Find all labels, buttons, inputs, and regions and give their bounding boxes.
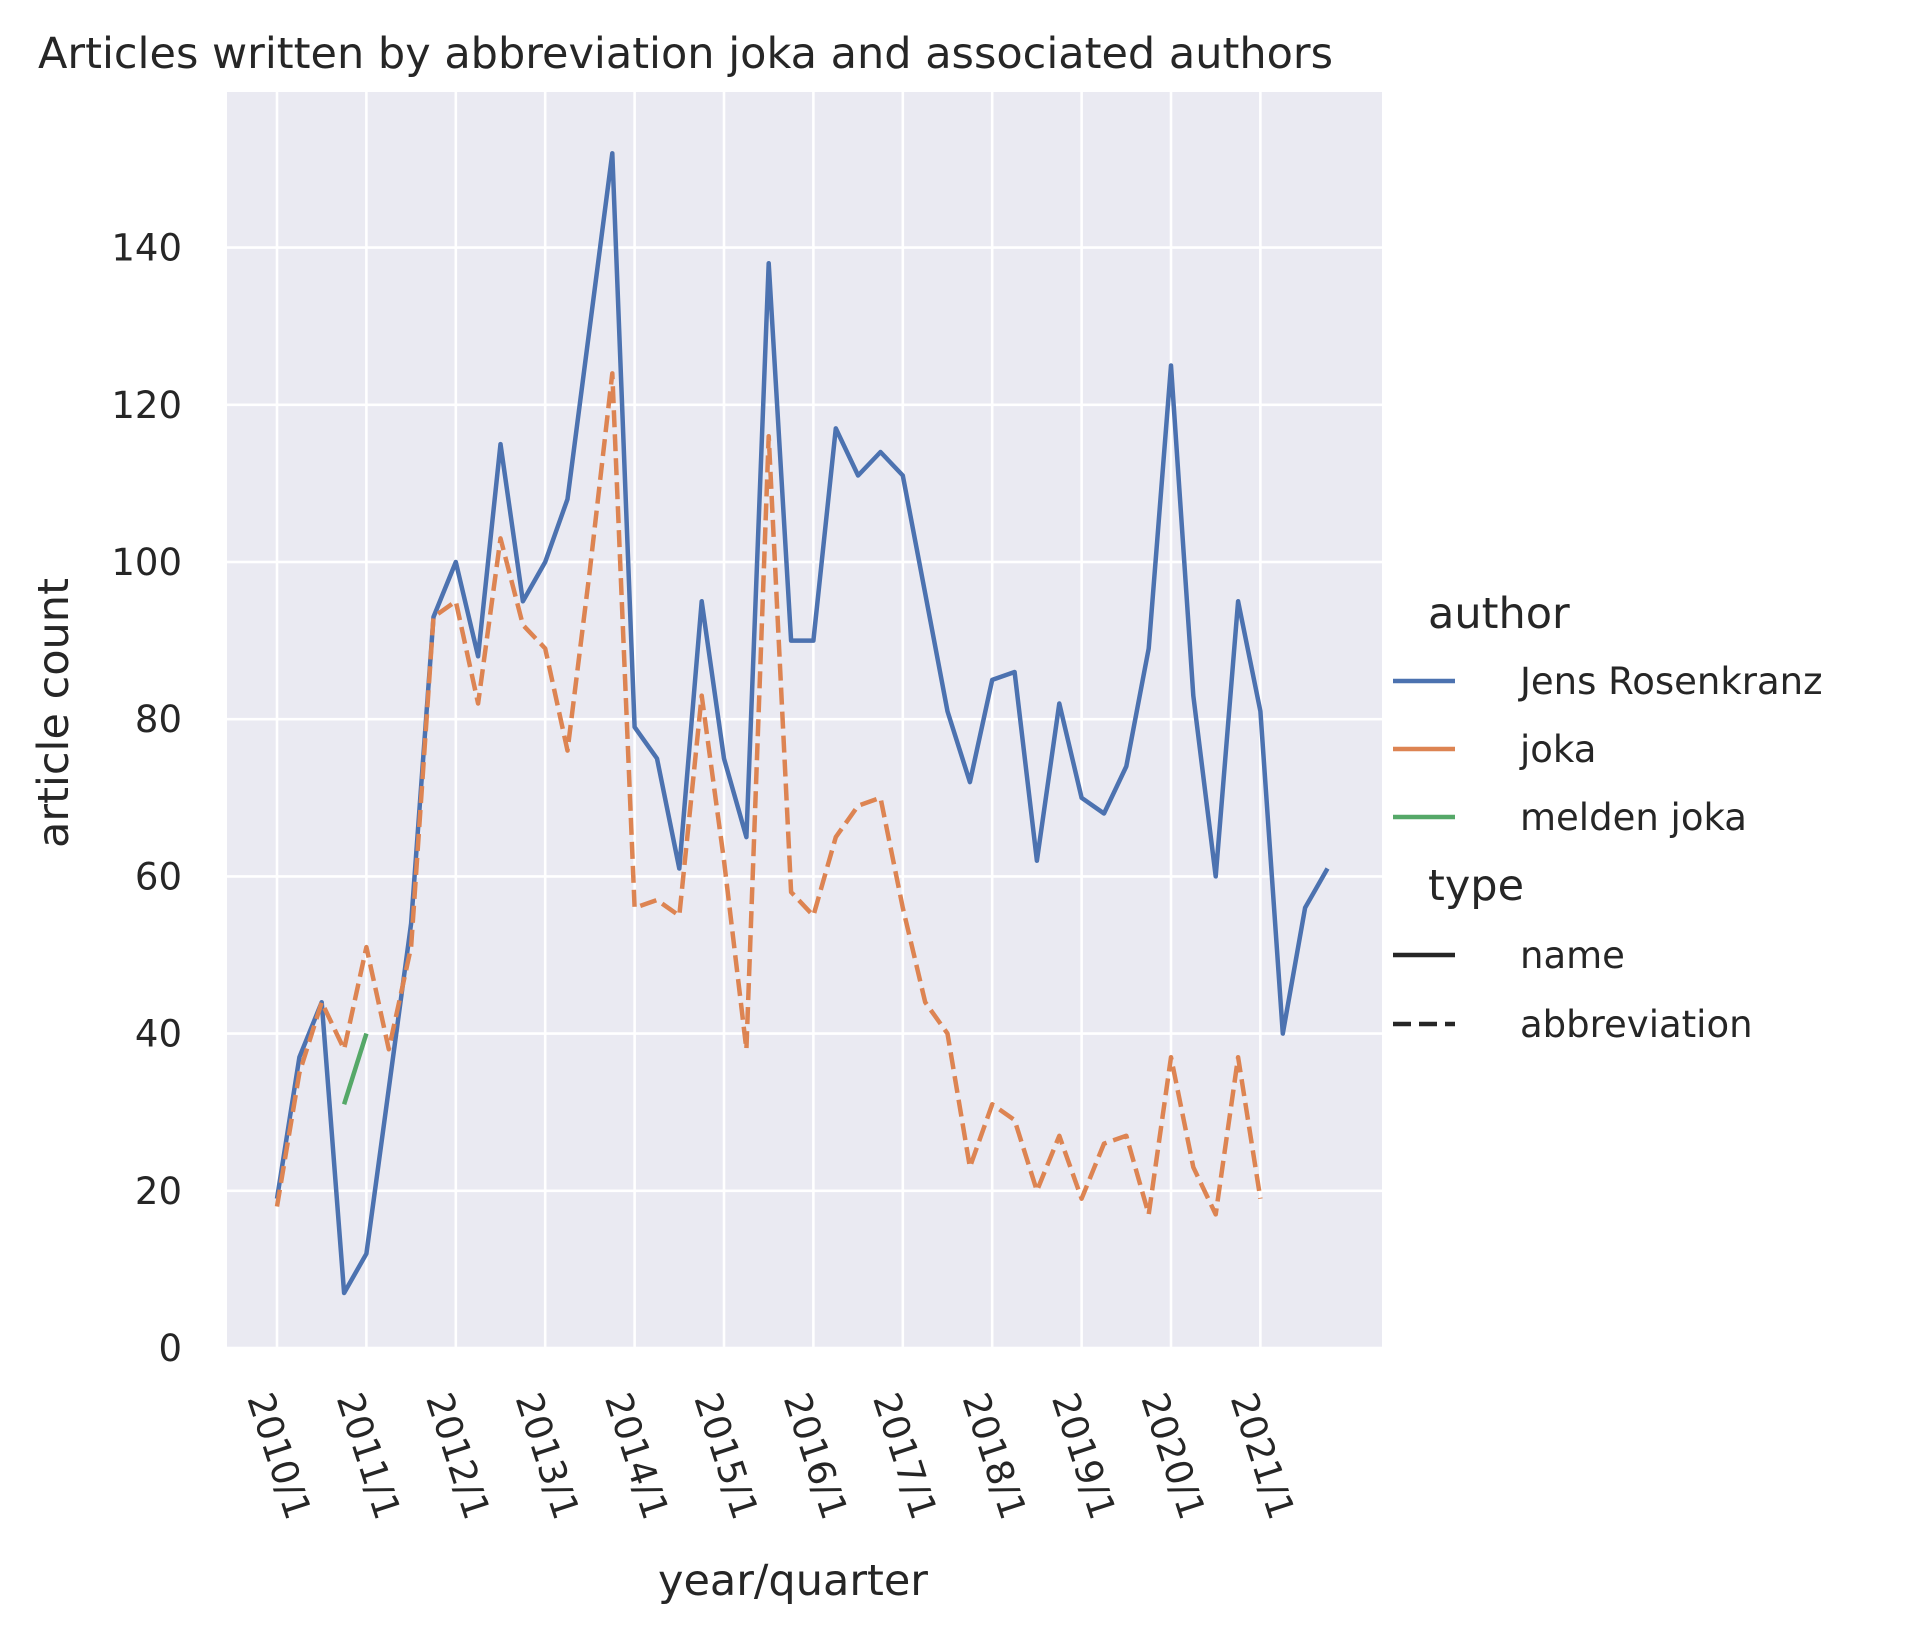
legend-title-author: author: [1428, 589, 1570, 639]
legend: author Jens Rosenkranz joka melden joka …: [1393, 589, 1823, 1046]
y-tick-label: 80: [135, 698, 182, 741]
series-line-joka: [274, 371, 1263, 1217]
x-tick-label: 2020/1: [1132, 1387, 1213, 1524]
x-tick-label: 2011/1: [328, 1387, 409, 1524]
series-lines: [274, 151, 1330, 1296]
y-tick-label: 100: [111, 541, 182, 584]
legend-label-name: name: [1520, 934, 1625, 977]
x-tick-label: 2016/1: [775, 1387, 856, 1524]
y-tick-labels: 0 20 40 60 80 100 120 140: [111, 227, 182, 1370]
x-tick-labels: 2010/1 2011/1 2012/1 2013/1 2014/1 2015/1 2016…: [238, 1387, 1303, 1524]
y-tick-label: 40: [135, 1013, 182, 1056]
x-tick-label: 2014/1: [596, 1387, 677, 1524]
y-tick-label: 140: [111, 227, 182, 270]
x-tick-label: 2017/1: [864, 1387, 945, 1524]
y-tick-label: 60: [135, 855, 182, 898]
legend-label-jens-rosenkranz: Jens Rosenkranz: [1518, 660, 1823, 703]
chart-title: Articles written by abbreviation joka an…: [38, 29, 1333, 79]
legend-label-joka: joka: [1519, 728, 1596, 771]
legend-title-type: type: [1428, 861, 1524, 911]
x-tick-label: 2015/1: [685, 1387, 766, 1524]
legend-label-abbreviation: abbreviation: [1520, 1003, 1753, 1046]
x-tick-label: 2010/1: [238, 1387, 319, 1524]
series-line-jens-rosenkranz: [274, 151, 1330, 1296]
y-tick-label: 20: [135, 1170, 182, 1213]
x-axis-label: year/quarter: [658, 1556, 928, 1606]
x-tick-label: 2021/1: [1222, 1387, 1303, 1524]
x-tick-label: 2013/1: [507, 1387, 588, 1524]
grid-lines: [227, 92, 1382, 1350]
y-axis-label: article count: [29, 578, 79, 848]
y-tick-label: 0: [158, 1327, 182, 1370]
x-tick-label: 2019/1: [1043, 1387, 1124, 1524]
legend-label-melden-joka: melden joka: [1520, 796, 1747, 839]
y-tick-label: 120: [111, 384, 182, 427]
series-line-melden-joka: [341, 1032, 369, 1105]
x-tick-label: 2018/1: [954, 1387, 1035, 1524]
x-tick-label: 2012/1: [417, 1387, 498, 1524]
